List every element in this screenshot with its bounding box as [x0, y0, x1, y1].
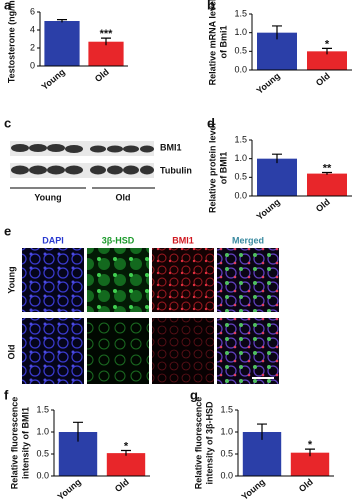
significance: *	[308, 439, 313, 451]
y-axis-label: of BMI1	[218, 152, 228, 185]
error-bar	[272, 25, 282, 40]
y-tick-label: 0	[30, 60, 35, 70]
channel-label: DAPI	[42, 235, 64, 245]
group-label: Young	[34, 192, 61, 202]
x-tick-label: Young	[39, 67, 66, 92]
micrographs	[22, 248, 279, 384]
bar	[88, 41, 124, 66]
y-tick-label: 0.5	[234, 46, 247, 56]
y-tick-label: 6	[30, 6, 35, 16]
bar	[44, 21, 80, 66]
y-tick-label: 0.5	[234, 172, 247, 182]
bar	[106, 453, 146, 476]
y-axis-label: of Bmi1	[218, 25, 228, 58]
significance: **	[323, 162, 332, 174]
y-tick-label: 2	[30, 42, 35, 52]
error-bar	[305, 448, 315, 457]
error-bar	[272, 153, 282, 164]
band-label: BMI1	[160, 142, 182, 152]
y-tick-label: 1.0	[220, 426, 233, 436]
y-tick-label: 1.5	[234, 8, 247, 18]
y-tick-label: 0.0	[234, 190, 247, 200]
y-tick-label: 1.5	[234, 134, 247, 144]
significance: *	[124, 440, 129, 452]
bar	[307, 51, 347, 70]
y-axis-label: Relative mRNA level	[207, 0, 217, 85]
y-tick-label: 0.0	[220, 470, 233, 480]
error-bar	[121, 449, 131, 456]
panel-label: b	[207, 0, 215, 12]
x-tick-label: Young	[239, 477, 266, 500]
y-axis-label: intensity of BMI1	[20, 407, 30, 479]
bar	[307, 173, 347, 196]
x-tick-label: Old	[113, 477, 131, 494]
y-tick-label: 0.5	[36, 448, 49, 458]
panel-label: g	[190, 387, 198, 402]
bar	[257, 158, 297, 196]
band-label: Tubulin	[160, 165, 192, 175]
panel-label: a	[4, 0, 12, 12]
error-bar	[322, 171, 332, 175]
row-label: Young	[6, 266, 16, 293]
error-bar	[57, 19, 67, 23]
y-axis-label: Relative fluorescence	[193, 397, 203, 490]
y-tick-label: 1.5	[220, 404, 233, 414]
panel-label: f	[4, 387, 9, 402]
y-tick-label: 1.5	[36, 404, 49, 414]
y-tick-label: 1.0	[234, 153, 247, 163]
x-tick-label: Old	[297, 477, 315, 494]
y-tick-label: 1.0	[36, 426, 49, 436]
channel-label: BMI1	[172, 235, 194, 245]
y-tick-label: 0.0	[234, 64, 247, 74]
error-bar	[322, 47, 332, 55]
x-tick-label: Old	[314, 71, 332, 88]
significance: *	[325, 38, 330, 50]
x-tick-label: Young	[254, 71, 281, 96]
x-tick-label: Young	[55, 477, 82, 500]
y-axis-label: Relative protein level	[207, 123, 217, 213]
panel-label: d	[207, 115, 215, 130]
y-axis-label: intensity of 3β-HSD	[204, 401, 214, 485]
y-axis-label: Relative fluorescence	[9, 397, 19, 490]
channel-label: 3β-HSD	[102, 235, 135, 245]
significance: ***	[100, 28, 114, 40]
x-tick-label: Old	[93, 67, 111, 84]
y-tick-label: 4	[30, 24, 35, 34]
panel-label: c	[4, 115, 11, 130]
error-bar	[73, 421, 83, 442]
row-label: Old	[6, 345, 16, 360]
blot	[10, 141, 155, 189]
y-axis-label: Testosterone (ng/ml)	[6, 0, 16, 83]
panel-label: e	[4, 223, 11, 238]
y-tick-label: 0.0	[36, 470, 49, 480]
x-tick-label: Old	[314, 197, 332, 214]
group-label: Old	[116, 192, 131, 202]
channel-label: Merged	[232, 235, 264, 245]
error-bar	[257, 423, 267, 440]
bar	[290, 452, 330, 476]
y-tick-label: 0.5	[220, 448, 233, 458]
y-tick-label: 1.0	[234, 27, 247, 37]
error-bar	[101, 37, 111, 46]
x-tick-label: Young	[254, 197, 281, 222]
